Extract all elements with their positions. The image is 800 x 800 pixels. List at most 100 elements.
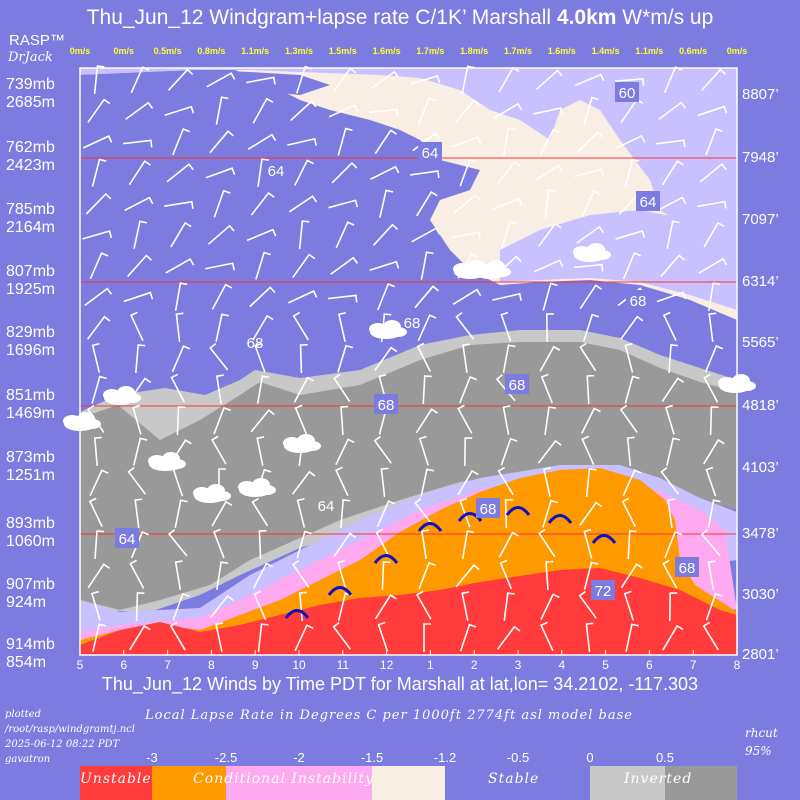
right-axis-label: 6314’: [742, 273, 779, 290]
wind-barb: [129, 559, 145, 589]
wind-barb: [581, 407, 601, 434]
cloud-icon: [103, 386, 141, 405]
wstar-value: 1.3m/s: [284, 46, 314, 56]
wind-barb: [411, 227, 441, 243]
wind-barb: [207, 224, 235, 245]
wind-barb: [132, 404, 142, 435]
left-axis-m-label: 924m: [6, 594, 47, 611]
wind-barb: [582, 313, 600, 342]
wind-barb: [377, 621, 389, 652]
wind-barb: [622, 469, 642, 497]
wind-barb: [256, 436, 265, 466]
wstar-value: 0m/s: [726, 46, 748, 56]
legend-scale-value: -2.5: [214, 750, 238, 765]
wind-barb: [503, 127, 516, 156]
wind-barb: [574, 168, 605, 178]
x-tick-label: 7: [689, 658, 697, 672]
wind-barb: [89, 469, 109, 497]
wind-barb: [662, 311, 677, 341]
left-axis-mb-label: 907mb: [6, 576, 55, 593]
brand-label: RASP™: [9, 32, 65, 49]
wind-barb: [335, 466, 349, 497]
wind-barb: [216, 561, 229, 590]
wstar-value: 0.8m/s: [197, 46, 226, 56]
x-tick-label: 9: [251, 658, 259, 672]
wind-barb: [420, 529, 429, 559]
wind-barb: [664, 404, 675, 435]
wind-barb: [416, 190, 438, 217]
wind-barb: [125, 101, 154, 120]
x-tick-label: 3: [514, 658, 522, 672]
thermal-icon: [591, 534, 617, 544]
wind-barbs: [82, 65, 728, 653]
wind-barb: [250, 409, 275, 433]
wind-barb: [167, 68, 194, 91]
wind-barb: [370, 165, 400, 180]
plotted-info: plotted /root/rasp/windgramtj.ncl 2025-0…: [5, 707, 135, 767]
wind-barb: [133, 220, 147, 249]
legend-scale-value: -1.5: [360, 750, 384, 765]
svg-text:68: 68: [509, 377, 526, 394]
wind-barb: [335, 221, 355, 249]
legend-color-box: [226, 766, 372, 800]
wind-barb: [85, 192, 112, 215]
wstar-value: 1.7m/s: [503, 46, 533, 56]
lapse-rate-label: Local Lapse Rate in Degrees C per 1000ft…: [145, 708, 633, 723]
wind-barb: [82, 135, 113, 149]
wind-barb: [661, 160, 684, 186]
wind-barb: [579, 284, 603, 310]
wind-barb: [502, 344, 516, 373]
legend-scale-value: -3: [146, 750, 158, 765]
left-axis-m-label: 1696m: [6, 342, 55, 359]
wind-barb: [503, 592, 515, 621]
wind-barb: [298, 220, 310, 250]
thermal-icon: [284, 609, 310, 619]
wind-barb: [166, 163, 194, 183]
wind-barb: [87, 98, 111, 123]
thermal-icon: [547, 514, 573, 524]
wind-barb: [585, 468, 597, 498]
left-axis-m-label: 1469m: [6, 405, 55, 422]
right-axis-label: 5565’: [742, 334, 779, 351]
wind-barb: [536, 69, 563, 90]
legend-color-box: [152, 766, 226, 800]
wind-barb: [455, 99, 480, 123]
thermal-icon: [417, 522, 443, 532]
cloud-icon: [718, 374, 756, 393]
rh-contour-label: 72: [591, 580, 615, 600]
wind-barb: [624, 375, 640, 404]
wind-barb: [544, 189, 556, 219]
wind-barb: [294, 404, 308, 435]
x-tick-label: 6: [646, 658, 653, 672]
wind-barb: [295, 65, 313, 94]
wind-barb: [246, 76, 276, 85]
wind-barb: [619, 404, 638, 433]
wind-barb: [287, 290, 318, 304]
wind-barb: [372, 223, 399, 246]
wind-barb: [707, 499, 721, 528]
wind-barb: [624, 158, 640, 187]
wind-barb: [500, 311, 512, 342]
wind-barb: [464, 437, 473, 467]
wind-barb: [703, 221, 725, 248]
wind-barb: [172, 127, 190, 156]
wind-barb: [172, 592, 190, 621]
wind-barb: [291, 470, 316, 495]
legend-category-label: Conditional Instability: [193, 771, 375, 787]
wind-barb: [371, 70, 400, 89]
wind-barb: [122, 139, 153, 148]
legend-color-box: [372, 766, 445, 800]
x-tick-label: 5: [602, 658, 609, 672]
wind-barb: [333, 532, 357, 557]
wind-barb: [542, 467, 551, 497]
wind-barb: [170, 373, 186, 403]
svg-text:60: 60: [619, 85, 636, 102]
svg-text:64: 64: [268, 163, 285, 180]
svg-text:68: 68: [404, 315, 421, 332]
wind-barb: [415, 590, 432, 620]
wind-barb: [128, 160, 151, 186]
wstar-value: 1.1m/s: [241, 46, 270, 56]
rh-contour-label: 64: [636, 191, 660, 211]
wind-barb: [215, 374, 224, 404]
wstar-value: 0.5m/s: [153, 46, 182, 56]
